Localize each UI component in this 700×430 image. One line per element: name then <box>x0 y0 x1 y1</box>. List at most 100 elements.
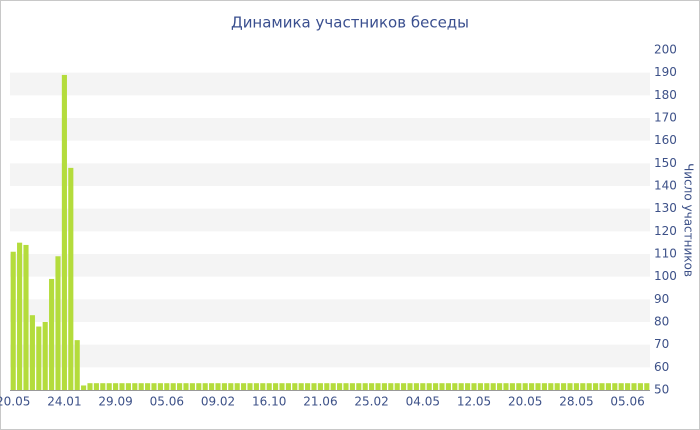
bar <box>311 383 317 390</box>
bar <box>164 383 170 390</box>
bar <box>548 383 554 390</box>
bar <box>260 383 266 390</box>
bar <box>279 383 285 390</box>
bar <box>93 383 99 390</box>
y-tick-label: 110 <box>654 247 677 261</box>
bar <box>580 383 586 390</box>
y-tick-label: 130 <box>654 201 677 215</box>
bar <box>221 383 227 390</box>
bar <box>330 383 336 390</box>
bar <box>605 383 611 390</box>
grid-band <box>10 118 650 141</box>
y-tick-label: 170 <box>654 111 677 125</box>
bar <box>458 383 464 390</box>
bar <box>81 385 87 390</box>
bar <box>337 383 343 390</box>
bar <box>253 383 259 390</box>
bar <box>324 383 330 390</box>
bar <box>573 383 579 390</box>
grid-band <box>10 344 650 368</box>
bar <box>567 383 573 390</box>
x-tick-label: 20.05 <box>0 395 30 409</box>
grid-band <box>10 254 650 277</box>
bar <box>631 383 637 390</box>
bar <box>465 383 471 390</box>
bar <box>74 340 80 390</box>
bar <box>407 383 413 390</box>
y-tick-label: 180 <box>654 88 677 102</box>
bar <box>599 383 605 390</box>
bar <box>497 383 503 390</box>
x-tick-label: 28.05 <box>559 395 593 409</box>
y-tick-label: 80 <box>654 315 669 329</box>
bar <box>369 383 375 390</box>
bar <box>516 383 522 390</box>
grid-band <box>10 299 650 322</box>
grid-band <box>10 163 650 186</box>
bar <box>394 383 400 390</box>
bar <box>445 383 451 390</box>
bar <box>522 383 528 390</box>
bar <box>151 383 157 390</box>
bar <box>183 383 189 390</box>
bar <box>343 383 349 390</box>
bar <box>503 383 509 390</box>
bar <box>305 383 311 390</box>
x-tick-label: 05.06 <box>150 395 184 409</box>
bar <box>234 383 240 390</box>
bar <box>292 383 298 390</box>
bar <box>132 383 138 390</box>
bar <box>61 74 67 390</box>
bar <box>561 383 567 390</box>
bar <box>362 383 368 390</box>
bar <box>471 383 477 390</box>
x-tick-label: 25.02 <box>354 395 388 409</box>
bar <box>23 244 29 390</box>
bar <box>202 383 208 390</box>
bar <box>106 383 112 390</box>
bar <box>49 278 55 390</box>
bar <box>612 383 618 390</box>
x-tick-label: 29.09 <box>98 395 132 409</box>
bar <box>413 383 419 390</box>
bar <box>157 383 163 390</box>
bar <box>452 383 458 390</box>
y-tick-label: 70 <box>654 337 669 351</box>
x-tick-label: 16.10 <box>252 395 286 409</box>
bar <box>285 383 291 390</box>
bar <box>477 383 483 390</box>
x-tick-label: 09.02 <box>201 395 235 409</box>
y-tick-label: 120 <box>654 224 677 238</box>
grid-band <box>10 208 650 232</box>
bands <box>10 72 650 368</box>
y-tick-label: 90 <box>654 292 669 306</box>
bar <box>247 383 253 390</box>
bar <box>55 256 61 390</box>
bar <box>541 383 547 390</box>
bar <box>426 383 432 390</box>
bar <box>87 383 93 390</box>
bar <box>529 383 535 390</box>
bar <box>266 383 272 390</box>
x-tick-label: 24.01 <box>47 395 81 409</box>
bar <box>356 383 362 390</box>
bar <box>618 383 624 390</box>
bar <box>644 383 650 390</box>
bar <box>241 383 247 390</box>
y-tick-label: 140 <box>654 179 677 193</box>
bar <box>586 383 592 390</box>
x-tick-label: 12.05 <box>457 395 491 409</box>
bar <box>273 383 279 390</box>
bar <box>113 383 119 390</box>
x-tick-label: 21.06 <box>303 395 337 409</box>
bar <box>388 383 394 390</box>
bar <box>138 383 144 390</box>
bar <box>554 383 560 390</box>
x-tick-label: 20.05 <box>508 395 542 409</box>
bar <box>535 383 541 390</box>
bar <box>196 383 202 390</box>
bar <box>375 383 381 390</box>
x-tick-label: 04.05 <box>406 395 440 409</box>
bar <box>145 383 151 390</box>
